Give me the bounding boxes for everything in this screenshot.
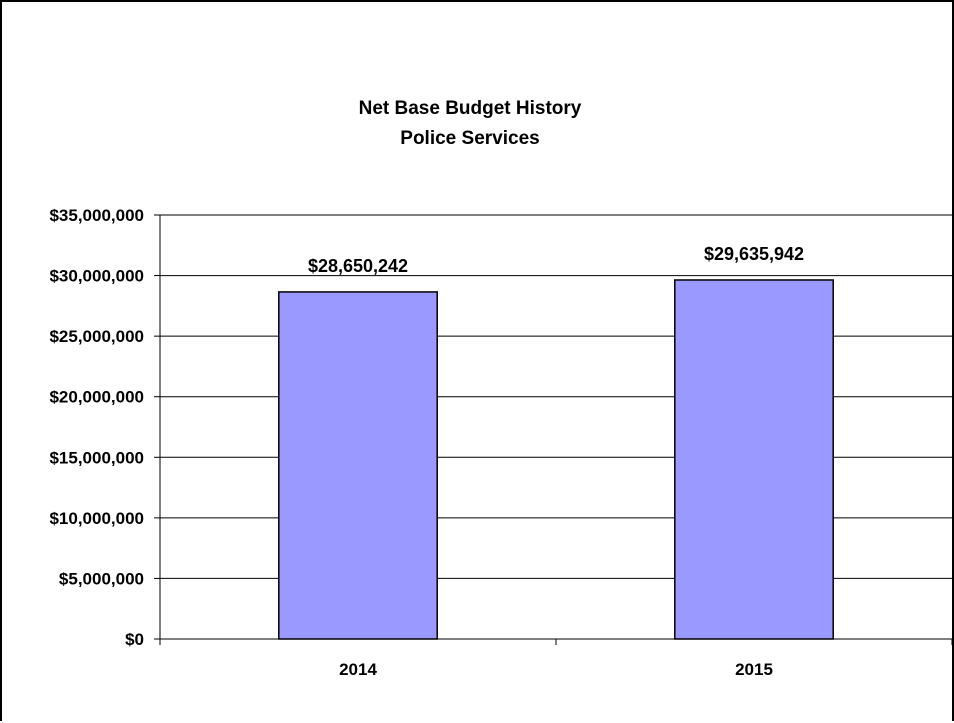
chart-title-line-1: Net Base Budget History bbox=[359, 98, 582, 119]
y-tick-label: $20,000,000 bbox=[49, 388, 144, 407]
y-tick-label: $35,000,000 bbox=[49, 206, 144, 225]
data-label-2014: $28,650,242 bbox=[308, 256, 408, 276]
x-axis-tick-labels: 2014 2015 bbox=[339, 660, 773, 679]
y-tick-label: $30,000,000 bbox=[49, 267, 144, 286]
y-tick-label: $5,000,000 bbox=[59, 569, 144, 588]
y-axis-tick-labels: $0 $5,000,000 $10,000,000 $15,000,000 $20,00… bbox=[49, 206, 144, 649]
x-tick-label-2014: 2014 bbox=[339, 660, 377, 679]
y-tick-label: $15,000,000 bbox=[49, 448, 144, 467]
data-labels: $28,650,242 $29,635,942 bbox=[308, 244, 804, 276]
bar-2015 bbox=[674, 279, 834, 640]
y-tick-label: $25,000,000 bbox=[49, 327, 144, 346]
y-tick-label: $0 bbox=[125, 630, 144, 649]
chart-title: Net Base Budget History Police Services bbox=[359, 98, 582, 149]
bars bbox=[278, 279, 834, 640]
x-tick-label-2015: 2015 bbox=[735, 660, 773, 679]
bar-2014 bbox=[278, 291, 438, 640]
data-label-2015: $29,635,942 bbox=[704, 244, 804, 264]
y-tick-label: $10,000,000 bbox=[49, 509, 144, 528]
chart-title-line-2: Police Services bbox=[400, 128, 539, 149]
